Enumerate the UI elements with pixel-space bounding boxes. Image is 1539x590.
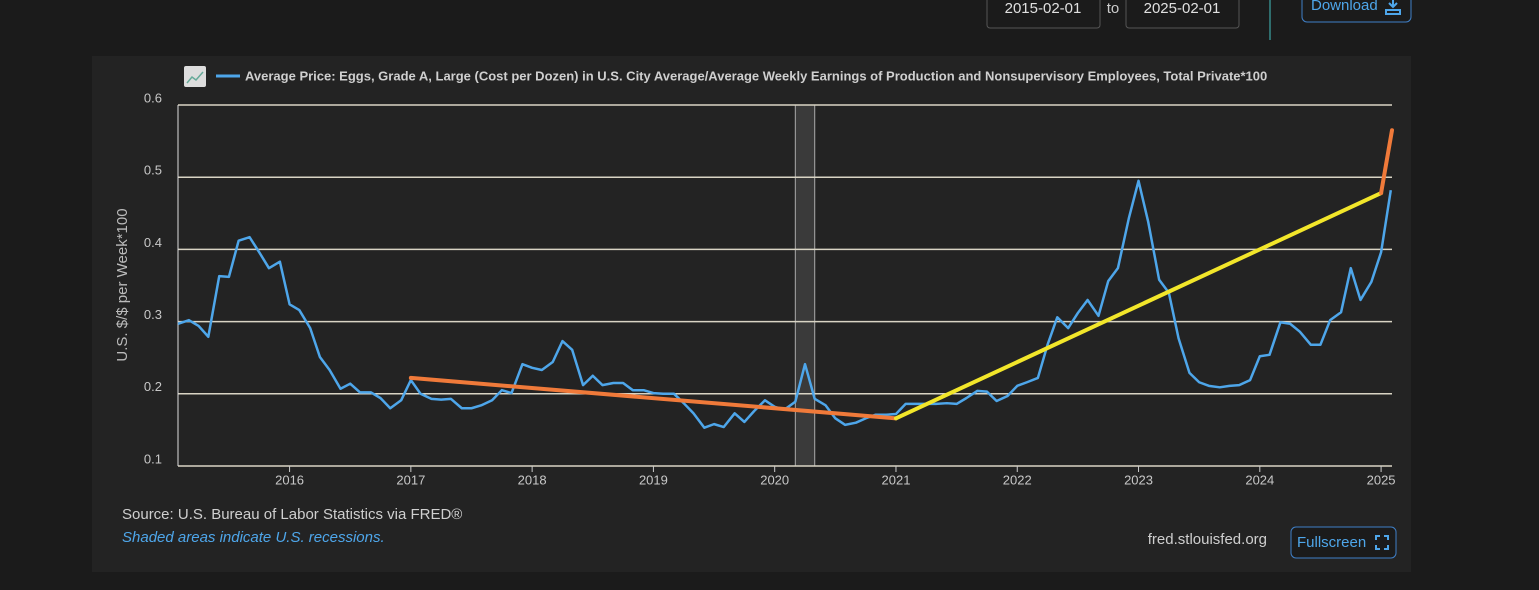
chart-icon-line bbox=[186, 71, 204, 84]
trend-line bbox=[893, 191, 1384, 421]
x-tick-label: 2021 bbox=[882, 472, 911, 487]
chart-panel bbox=[92, 56, 1411, 572]
fullscreen-icon bbox=[1375, 535, 1389, 550]
y-tick-label: 0.4 bbox=[144, 235, 162, 250]
x-tick-label: 2025 bbox=[1367, 472, 1396, 487]
y-tick-label: 0.6 bbox=[144, 90, 162, 105]
y-tick-label: 0.5 bbox=[144, 163, 162, 178]
x-tick-label: 2018 bbox=[518, 472, 547, 487]
x-tick-label: 2024 bbox=[1245, 472, 1274, 487]
legend-label: Average Price: Eggs, Grade A, Large (Cos… bbox=[245, 68, 1267, 83]
x-tick-label: 2023 bbox=[1124, 472, 1153, 487]
trend-line bbox=[408, 375, 898, 421]
y-tick-label: 0.2 bbox=[144, 379, 162, 394]
y-tick-label: 0.3 bbox=[144, 307, 162, 322]
x-tick-label: 2019 bbox=[639, 472, 668, 487]
download-button[interactable] bbox=[1301, 0, 1412, 23]
y-tick-label: 0.1 bbox=[144, 451, 162, 466]
fullscreen-button[interactable] bbox=[1290, 526, 1397, 559]
x-tick-label: 2016 bbox=[275, 472, 304, 487]
x-tick-label: 2022 bbox=[1003, 472, 1032, 487]
download-label: Download bbox=[1311, 0, 1378, 14]
source: Source: U.S. Bureau of Labor Statistics … bbox=[122, 506, 462, 523]
end-date-input[interactable] bbox=[1125, 0, 1240, 29]
download-icon bbox=[1385, 0, 1401, 15]
start-date-input[interactable] bbox=[986, 0, 1101, 29]
fullscreen-label: Fullscreen bbox=[1297, 534, 1366, 551]
site: fred.stlouisfed.org bbox=[1148, 531, 1267, 548]
note: Shaded areas indicate U.S. recessions. bbox=[122, 529, 385, 546]
start-date: 2015-02-01 bbox=[1005, 0, 1082, 17]
chart-icon bbox=[184, 66, 206, 87]
trend-line bbox=[1379, 128, 1394, 196]
end-date: 2025-02-01 bbox=[1144, 0, 1221, 17]
to-label: to bbox=[1107, 0, 1120, 17]
x-tick-label: 2017 bbox=[396, 472, 425, 487]
x-tick-label: 2020 bbox=[760, 472, 789, 487]
y-axis-label: U.S. $/$ per Week*100 bbox=[114, 208, 131, 361]
plot: 0.1 0.2 0.3 0.4 0.5 0.6 2016 2017 2018 2019 2020 20… bbox=[144, 90, 1396, 487]
